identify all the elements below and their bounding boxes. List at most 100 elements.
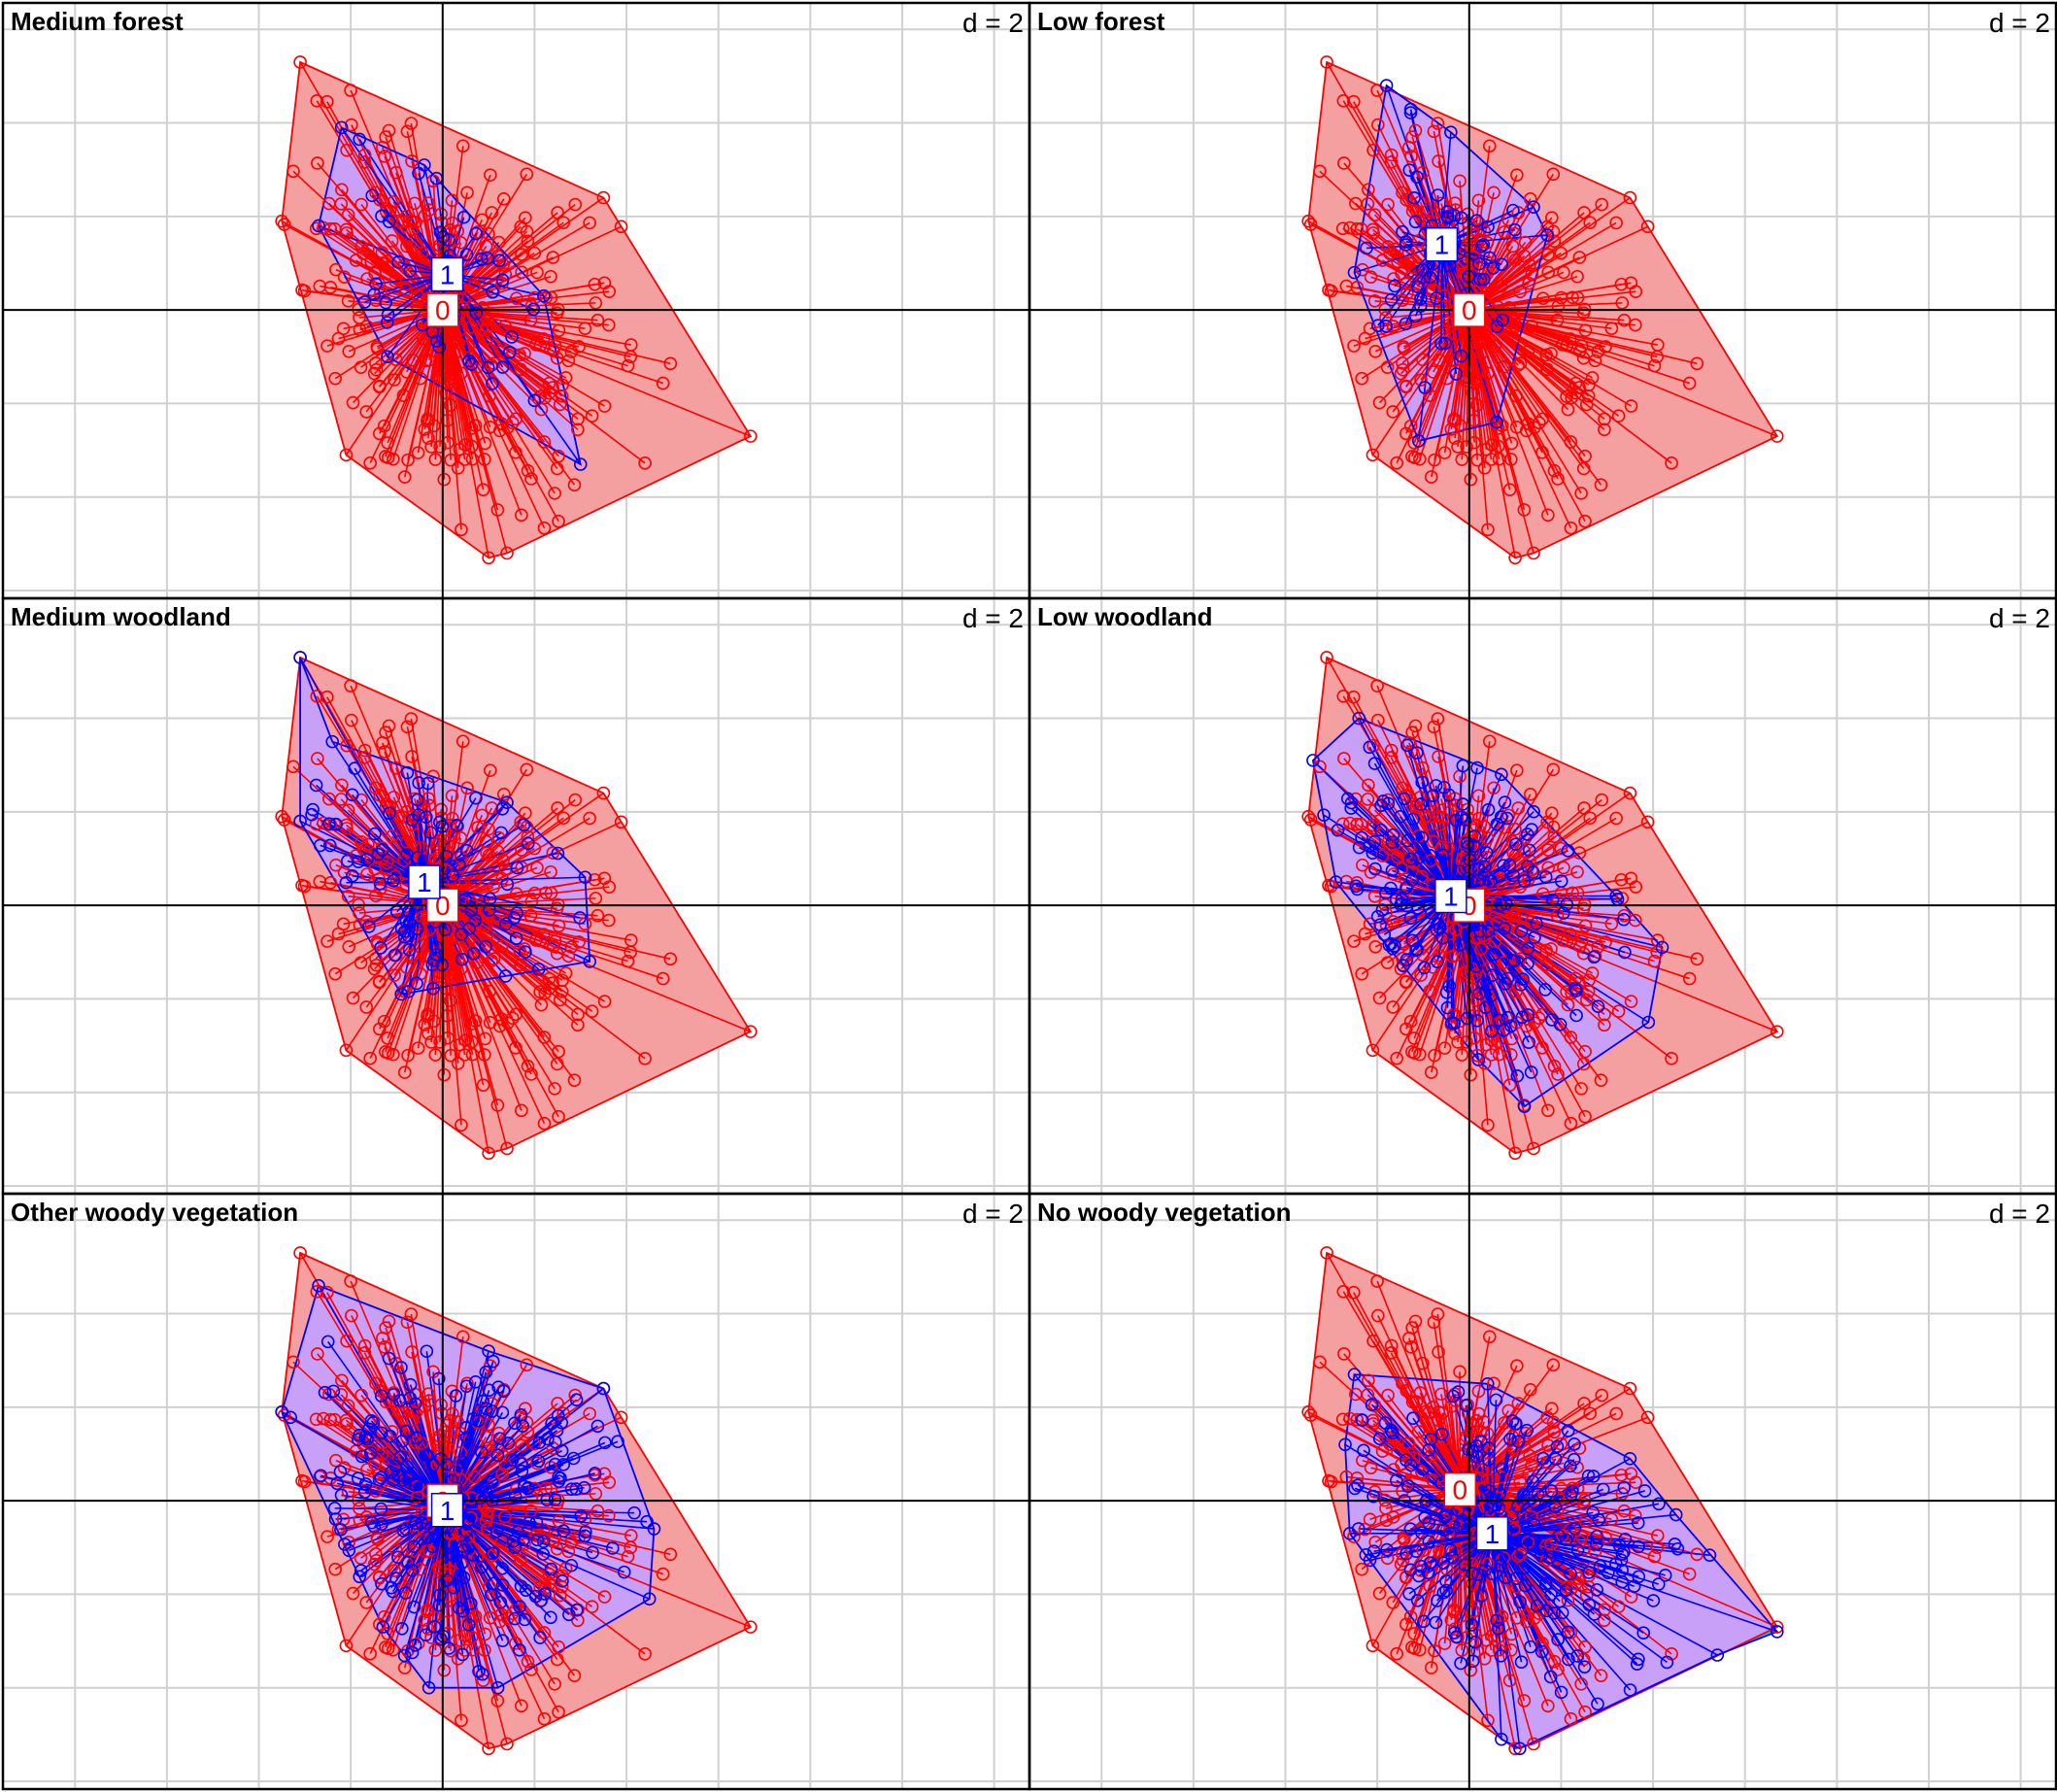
point-group-0 [571, 423, 585, 437]
hull-group-1-outline [1353, 84, 1549, 442]
point-group-1 [1440, 1000, 1455, 1015]
point-group-0 [1368, 344, 1383, 358]
point-group-0 [1554, 246, 1568, 260]
point-group-1 [1559, 1583, 1573, 1598]
point-group-0 [1563, 332, 1577, 346]
point-group-1 [1472, 256, 1486, 271]
point-group-1 [1552, 1529, 1567, 1543]
point-group-0 [1428, 453, 1441, 467]
point-group-0 [553, 993, 567, 1007]
point-group-0 [287, 164, 300, 179]
point-group-0 [544, 864, 557, 879]
point-group-0 [481, 1505, 494, 1518]
point-group-0 [1594, 1073, 1608, 1087]
point-group-1 [574, 1509, 589, 1523]
point-group-0 [444, 453, 457, 467]
point-group-0 [490, 503, 505, 517]
grid-scale-label: d = 2 [1989, 603, 2050, 633]
point-group-0 [340, 1334, 354, 1348]
point-group-1 [486, 377, 499, 390]
point-group-0 [1578, 1109, 1592, 1124]
point-group-0 [1397, 1531, 1411, 1544]
point-group-0 [1396, 362, 1410, 377]
point-group-0 [534, 402, 549, 417]
point-group-0 [1504, 1031, 1519, 1046]
point-group-0 [546, 381, 559, 394]
point-group-1 [360, 1432, 374, 1446]
point-group-1 [1372, 1432, 1387, 1446]
point-group-0 [1491, 439, 1505, 454]
point-group-0 [401, 1048, 415, 1063]
point-group-0 [1424, 1661, 1438, 1674]
point-group-0 [389, 353, 403, 367]
point-group-0 [521, 1654, 535, 1669]
point-group-0 [1386, 405, 1400, 419]
point-group-1 [541, 1432, 555, 1446]
point-group-1 [1508, 837, 1523, 852]
point-group-1 [1402, 1587, 1416, 1601]
point-group-1 [1509, 1416, 1523, 1431]
point-group-0 [1380, 956, 1395, 969]
point-group-1 [1490, 320, 1504, 334]
point-group-1 [485, 1588, 498, 1602]
point-group-0 [484, 763, 497, 777]
point-group-1 [364, 1414, 379, 1428]
point-group-0 [406, 354, 420, 367]
point-group-0 [513, 348, 526, 362]
point-group-0 [439, 386, 453, 400]
point-group-0 [527, 246, 542, 260]
point-group-0 [364, 254, 378, 269]
point-group-0 [373, 1383, 388, 1398]
point-group-1 [1355, 830, 1368, 845]
point-group-0 [1453, 1365, 1467, 1379]
point-group-0 [492, 423, 507, 438]
point-group-1 [1586, 1470, 1601, 1483]
point-group-0 [1564, 521, 1578, 535]
point-group-1 [1348, 1481, 1362, 1496]
point-group-0 [515, 265, 529, 280]
point-group-0 [663, 356, 678, 371]
point-group-1 [556, 1574, 569, 1588]
point-group-0 [1416, 1356, 1430, 1370]
point-group-1 [1530, 1599, 1544, 1613]
point-group-0 [374, 882, 388, 896]
point-group-0 [1623, 786, 1637, 800]
point-group-0 [373, 1570, 387, 1584]
point-group-0 [539, 886, 553, 900]
point-group-0 [533, 338, 548, 353]
point-group-0 [455, 1330, 470, 1344]
point-group-0 [515, 1438, 528, 1452]
point-group-0 [359, 1596, 374, 1609]
point-group-1 [1437, 780, 1451, 795]
point-group-0 [1470, 994, 1484, 1008]
point-group-0 [440, 1439, 455, 1454]
point-group-0 [389, 165, 403, 180]
point-group-0 [1541, 861, 1556, 875]
point-group-1 [1473, 272, 1487, 287]
point-group-1 [586, 1545, 599, 1560]
point-group-0 [1682, 1567, 1697, 1581]
point-group-1 [1568, 1437, 1581, 1451]
point-group-0 [509, 1041, 523, 1055]
point-group-0 [546, 976, 559, 990]
point-group-0 [1416, 353, 1430, 367]
point-group-0 [509, 291, 523, 306]
point-group-1 [1527, 804, 1540, 819]
point-group-1 [1499, 896, 1513, 910]
point-group-0 [377, 1014, 391, 1029]
point-group-0 [1449, 798, 1463, 812]
point-group-1 [456, 1455, 470, 1470]
point-group-0 [1527, 1737, 1540, 1751]
point-group-0 [341, 803, 355, 817]
point-group-0 [464, 896, 479, 909]
point-group-0 [446, 1406, 459, 1421]
point-group-1 [1493, 1487, 1506, 1501]
point-group-0 [578, 321, 592, 336]
point-group-0 [1573, 939, 1587, 953]
point-group-0 [337, 1461, 352, 1475]
point-group-0 [1386, 915, 1400, 929]
point-group-0 [1541, 265, 1556, 280]
point-group-1 [449, 1389, 463, 1403]
point-group-0 [395, 810, 410, 824]
point-group-0 [514, 1553, 527, 1567]
